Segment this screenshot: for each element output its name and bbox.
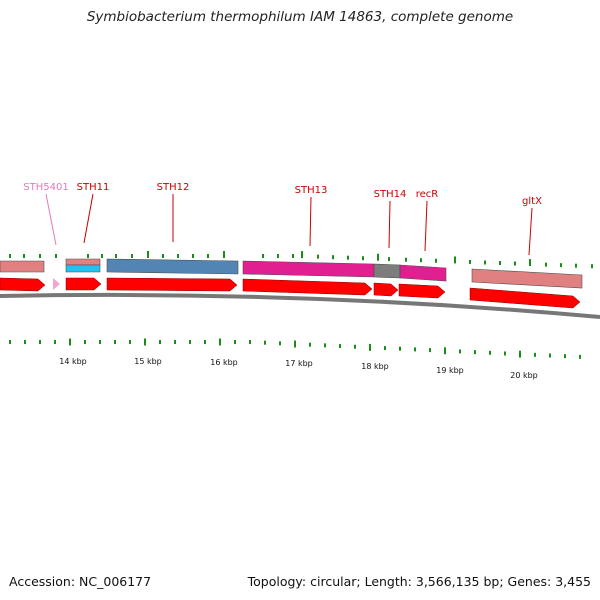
scale-labels: 14 kbp 15 kbp 16 kbp 17 kbp 18 kbp 19 kbp 20 k… xyxy=(59,357,538,380)
accession-value: NC_006177 xyxy=(79,574,152,589)
kbp-label: 16 kbp xyxy=(210,358,238,367)
gene-label: recR xyxy=(416,189,439,200)
gene-arrow-gltx xyxy=(469,287,581,309)
band-salmon-sth11 xyxy=(65,258,101,266)
gene-label-leader xyxy=(528,207,533,256)
band-salmon-left xyxy=(0,260,45,273)
gene-label: STH14 xyxy=(374,189,407,200)
kbp-label: 20 kbp xyxy=(510,371,538,380)
kbp-label: 17 kbp xyxy=(285,359,313,368)
kbp-label: 18 kbp xyxy=(361,362,389,371)
gene-arrow-sth13 xyxy=(242,278,373,296)
gene-label-leader xyxy=(388,200,391,249)
gene-label: gltX xyxy=(522,196,542,207)
page-title: Symbiobacterium thermophilum IAM 14863, … xyxy=(86,9,514,25)
gene-label: STH12 xyxy=(157,182,190,193)
accession-footer: Accession: NC_006177 xyxy=(9,574,151,589)
gene-arrow-recr xyxy=(398,283,446,299)
gene-label-leader xyxy=(424,200,428,252)
gene-label: STH13 xyxy=(295,185,328,196)
band-magenta-recr xyxy=(399,264,447,282)
gene-arrow-sth14 xyxy=(373,282,399,297)
band-gray-sth14 xyxy=(373,263,401,279)
gene-label-leader xyxy=(309,196,312,247)
band-steelblue-sth12 xyxy=(106,258,239,275)
gene-arrow-sth11 xyxy=(65,277,102,291)
gene-label-leader xyxy=(45,193,57,246)
gene-label-leaders xyxy=(45,193,533,256)
gene-arrows xyxy=(0,277,581,309)
gene-arrow-sth5401 xyxy=(53,278,60,290)
upper-tick-row xyxy=(9,251,593,269)
band-salmon-gltx xyxy=(471,268,583,289)
band-cyan-sth11 xyxy=(65,264,101,273)
kbp-label: 19 kbp xyxy=(436,366,464,375)
lower-tick-row xyxy=(9,338,581,359)
genome-backbone xyxy=(0,292,600,319)
gene-labels: STH5401 STH11 STH12 STH13 STH14 recR gltX xyxy=(23,182,542,207)
band-magenta-sth13 xyxy=(242,260,375,278)
kbp-label: 15 kbp xyxy=(134,357,162,366)
feature-bands xyxy=(0,258,583,289)
gene-arrow-left xyxy=(0,277,46,292)
gene-label: STH11 xyxy=(77,182,110,193)
kbp-label: 14 kbp xyxy=(59,357,87,366)
genome-summary: Topology: circular; Length: 3,566,135 bp… xyxy=(247,574,591,589)
accession-prefix: Accession: xyxy=(9,574,76,589)
gene-arrow-sth12 xyxy=(106,277,238,292)
gene-label-leader xyxy=(83,193,94,244)
gene-label: STH5401 xyxy=(23,182,68,193)
